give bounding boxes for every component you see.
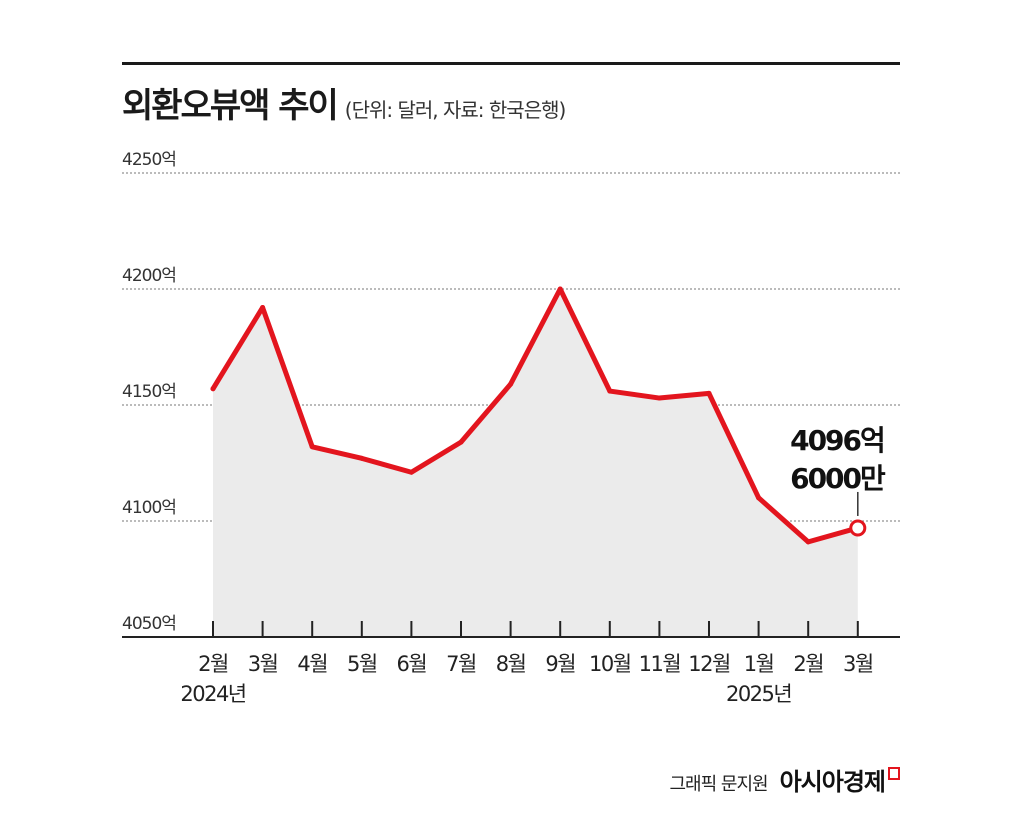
x-tick-label: 10월	[589, 652, 631, 676]
data-point	[210, 386, 216, 392]
data-point	[756, 495, 762, 501]
callout: 4096억 6000만	[790, 424, 888, 537]
y-tick-label: 4200억	[122, 266, 176, 286]
year-label: 2024년	[180, 682, 245, 706]
tick-labels: 4250억 4200억 4150억 4100억 4050억 2월 3월 4월 5월 6월 7월 8월 9…	[122, 150, 874, 706]
x-tick-label: 6월	[397, 652, 427, 676]
series-line	[210, 286, 861, 545]
x-tick-label: 7월	[446, 652, 476, 676]
chart-subtitle: (단위: 달러, 자료: 한국은행)	[344, 98, 567, 122]
x-tick-label: 2월	[793, 652, 823, 676]
y-tick-label: 4250억	[122, 150, 176, 170]
x-tick-label: 8월	[496, 652, 526, 676]
data-point	[309, 444, 315, 450]
chart-title: 외환오뷰액 추이	[122, 86, 339, 126]
data-point	[607, 388, 613, 394]
data-point	[458, 439, 464, 445]
data-point	[706, 390, 712, 396]
area-fill	[213, 289, 858, 637]
x-tick-label: 11월	[639, 652, 681, 676]
x-tick-label: 1월	[744, 652, 774, 676]
title-row: 외환오뷰액 추이 (단위: 달러, 자료: 한국은행)	[122, 78, 567, 128]
x-tick-label: 4월	[297, 652, 327, 676]
data-point	[557, 286, 563, 292]
y-tick-label: 4050억	[122, 614, 176, 634]
year-label: 2025년	[726, 682, 791, 706]
data-point	[260, 305, 266, 311]
top-rule	[122, 62, 900, 65]
brand-logo: 아시아경제	[779, 768, 886, 796]
x-axis	[122, 621, 900, 638]
y-tick-label: 4100억	[122, 498, 176, 518]
x-tick-label: 5월	[347, 652, 377, 676]
series-line-layer	[210, 286, 861, 545]
callout-label: 4096억	[790, 424, 884, 457]
x-tick-label: 2월	[198, 652, 228, 676]
x-tick-label: 3월	[843, 652, 873, 676]
graphic-credit: 그래픽 문지원	[669, 774, 769, 795]
brand-mark-icon	[888, 767, 900, 780]
callout-label: 6000만	[790, 462, 886, 495]
last-point-marker	[849, 519, 867, 537]
y-tick-label: 4150억	[122, 382, 176, 402]
x-tick-label: 9월	[545, 652, 575, 676]
data-point	[408, 469, 414, 475]
data-point	[359, 455, 365, 461]
area-fill-layer	[213, 289, 858, 637]
footer: 그래픽 문지원 아시아경제	[669, 762, 900, 797]
x-tick-label: 3월	[248, 652, 278, 676]
x-tick-label: 12월	[688, 652, 730, 676]
data-point	[656, 395, 662, 401]
data-point	[508, 381, 514, 387]
data-point	[805, 539, 811, 545]
